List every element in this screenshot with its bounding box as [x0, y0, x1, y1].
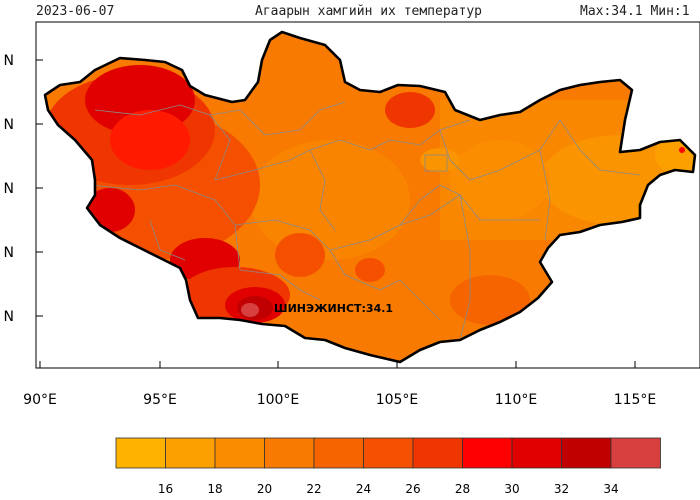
legend-swatch	[264, 437, 315, 469]
y-tick-label: N	[4, 309, 14, 325]
legend-label: 18	[207, 482, 222, 496]
legend-label: 20	[257, 482, 272, 496]
legend-swatch	[363, 437, 414, 469]
legend-label: 28	[455, 482, 470, 496]
x-tick-label: 90°E	[23, 392, 57, 408]
station-label: ШИНЭЖИНСТ:34.1	[274, 302, 393, 315]
legend-label: 16	[158, 482, 173, 496]
map-date: 2023-06-07	[36, 4, 115, 19]
y-tick-label: N	[4, 53, 14, 69]
x-tick-label: 110°E	[495, 392, 538, 408]
legend-label: 34	[603, 482, 618, 496]
x-axis: 90°E 95°E 100°E 105°E 110°E 115°E	[23, 361, 656, 408]
station-marker	[679, 147, 685, 153]
legend-swatch	[214, 437, 265, 469]
x-tick-label: 115°E	[614, 392, 657, 408]
legend-swatch	[610, 437, 661, 469]
legend-swatch	[561, 437, 612, 469]
province-boundaries	[89, 101, 641, 341]
max-min-stats: Max:34.1 Мин:1	[580, 4, 690, 19]
legend-label: 22	[306, 482, 321, 496]
legend-label: 32	[554, 482, 569, 496]
legend-swatch	[313, 437, 364, 469]
legend-swatch	[511, 437, 562, 469]
legend-swatch	[115, 437, 166, 469]
x-tick-label: 105°E	[376, 392, 419, 408]
legend-swatch	[412, 437, 463, 469]
color-legend: 16 18 20 22 24 26 28 30 32 34	[115, 437, 661, 496]
legend-label: 30	[504, 482, 519, 496]
legend-label: 24	[356, 482, 371, 496]
legend-label: 26	[405, 482, 420, 496]
y-tick-label: N	[4, 245, 14, 261]
y-tick-label: N	[4, 117, 14, 133]
x-tick-label: 100°E	[257, 392, 300, 408]
y-tick-label: N	[4, 181, 14, 197]
y-axis: N N N N N	[4, 53, 43, 325]
x-tick-label: 95°E	[143, 392, 177, 408]
map-title: Агаарын хамгийн их температур	[255, 4, 482, 19]
legend-swatch	[462, 437, 513, 469]
legend-swatch	[165, 437, 216, 469]
